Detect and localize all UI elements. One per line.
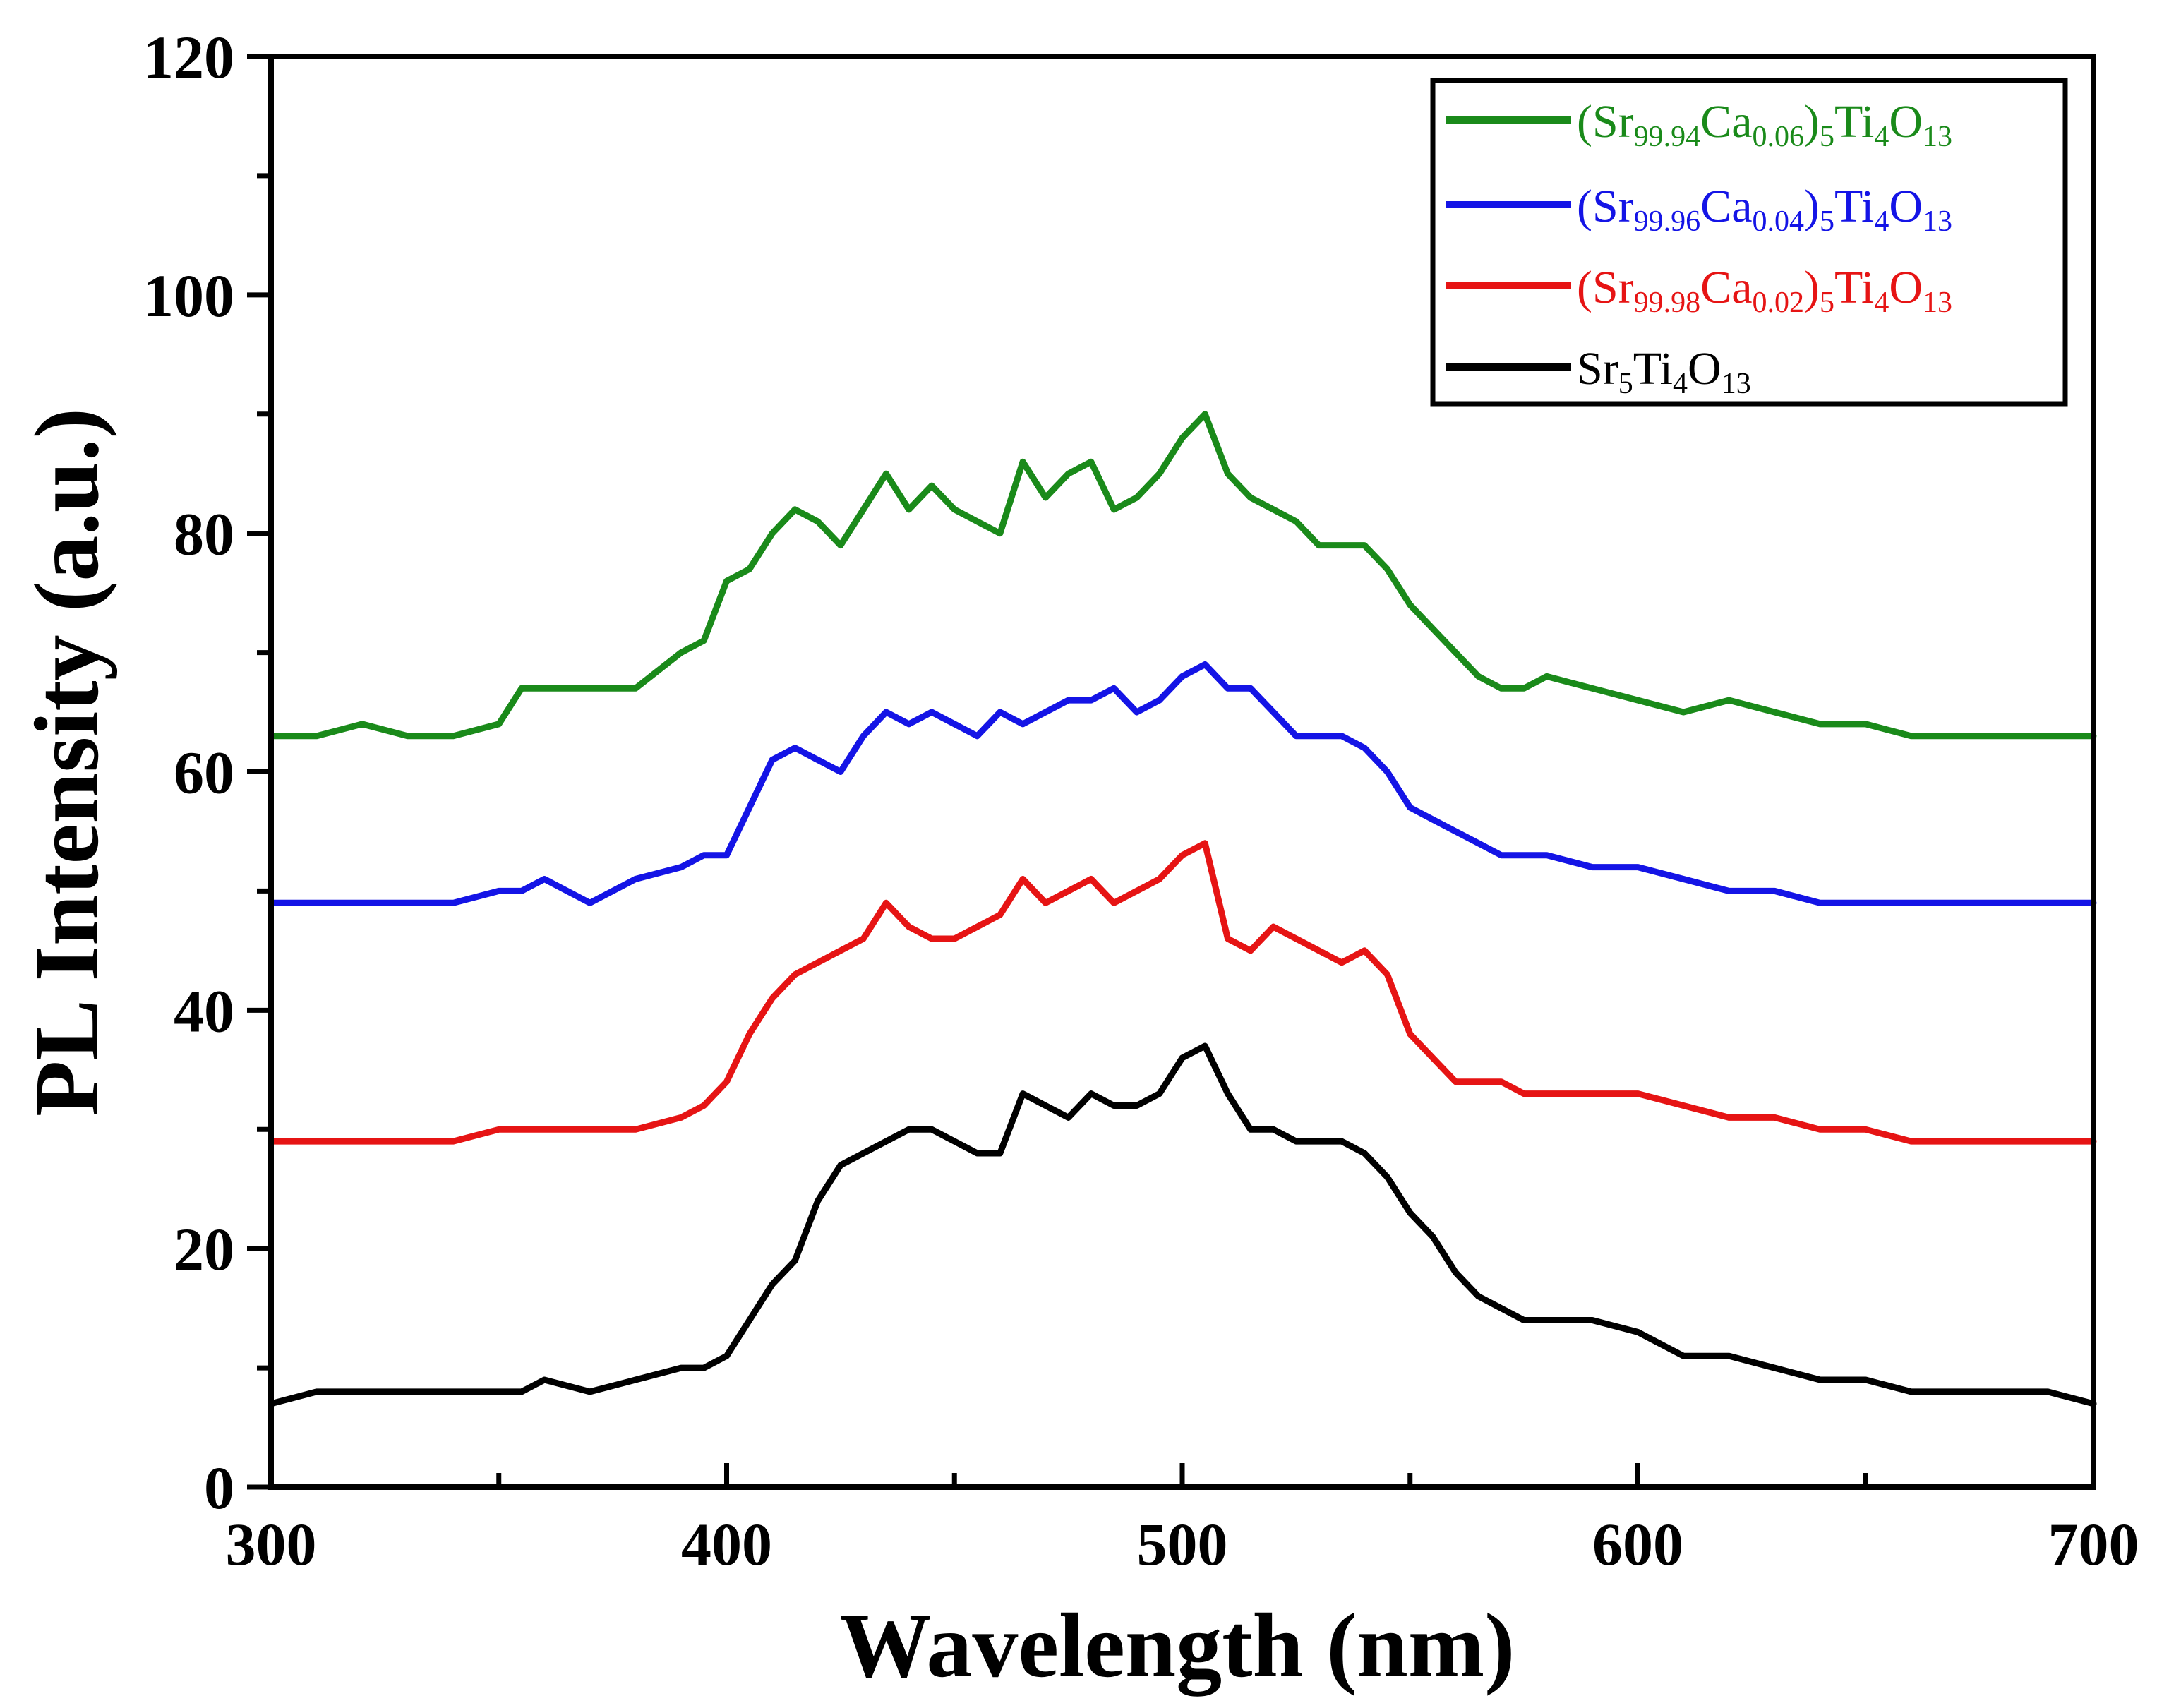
legend-label: (Sr99.98Ca0.02)5Ti4O13 [1577,262,1952,319]
legend-label: (Sr99.94Ca0.06)5Ti4O13 [1577,96,1952,153]
x-tick-label: 400 [681,1510,772,1578]
x-tick-label: 300 [226,1510,317,1578]
y-tick-label: 0 [204,1454,234,1522]
series-line-1 [268,661,2097,906]
series-line-2 [268,840,2097,1145]
y-tick-label: 20 [174,1215,234,1283]
legend-label: (Sr99.96Ca0.04)5Ti4O13 [1577,181,1952,238]
series-line-0 [268,411,2097,740]
y-tick-label: 120 [143,23,234,91]
x-tick-label: 700 [2048,1510,2139,1578]
legend: (Sr99.94Ca0.06)5Ti4O13 (Sr99.96Ca0.04)5Ti… [1430,78,2068,407]
y-tick-label: 80 [174,500,234,568]
series-layer [268,411,2097,1407]
x-axis-title: Wavelength (nm) [840,1595,1515,1697]
y-tick-label: 40 [174,977,234,1045]
legend-box [1430,78,2068,407]
legend-label: Sr5Ti4O13 [1577,343,1751,400]
axes-layer: 300 400 500 600 700 0 20 40 60 80 100 120 [143,23,2139,1578]
x-tick-label: 500 [1137,1510,1228,1578]
x-tick-label: 600 [1592,1510,1683,1578]
y-tick-label: 60 [174,739,234,807]
series-line-3 [268,1042,2097,1407]
y-axis-title: PL Intensity (a.u.) [16,408,118,1117]
y-tick-label: 100 [143,262,234,330]
